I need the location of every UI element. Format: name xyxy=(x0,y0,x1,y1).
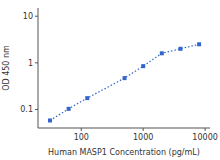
x-tick xyxy=(205,128,206,131)
y-tick xyxy=(35,16,38,17)
chart-container: 100 1000 10000 0.1 1 10 Human MASP1 Concentrat… xyxy=(0,0,220,160)
data-point xyxy=(48,118,52,122)
y-tick-label: 0.1 xyxy=(20,105,33,114)
y-axis-label: OD 450 nm xyxy=(2,45,11,91)
data-point xyxy=(141,64,145,68)
x-axis-line xyxy=(38,128,210,129)
y-tick-label: 1 xyxy=(28,59,33,68)
y-tick-label: 10 xyxy=(23,12,33,21)
data-line xyxy=(50,44,199,120)
data-point xyxy=(123,76,127,80)
x-tick-label: 10000 xyxy=(192,133,217,142)
data-point xyxy=(85,96,89,100)
x-tick-label: 100 xyxy=(74,133,89,142)
x-tick-label: 1000 xyxy=(133,133,153,142)
data-point xyxy=(197,42,201,46)
data-point xyxy=(67,107,71,111)
chart: 100 1000 10000 0.1 1 10 Human MASP1 Concentrat… xyxy=(0,0,220,160)
x-tick xyxy=(81,128,82,131)
y-tick xyxy=(35,109,38,110)
y-tick xyxy=(35,62,38,63)
data-point xyxy=(160,51,164,55)
x-tick xyxy=(143,128,144,131)
y-axis-line xyxy=(38,8,39,128)
x-axis-label: Human MASP1 Concentration (pg/mL) xyxy=(48,148,200,157)
data-point xyxy=(178,47,182,51)
plot-area xyxy=(48,42,201,122)
